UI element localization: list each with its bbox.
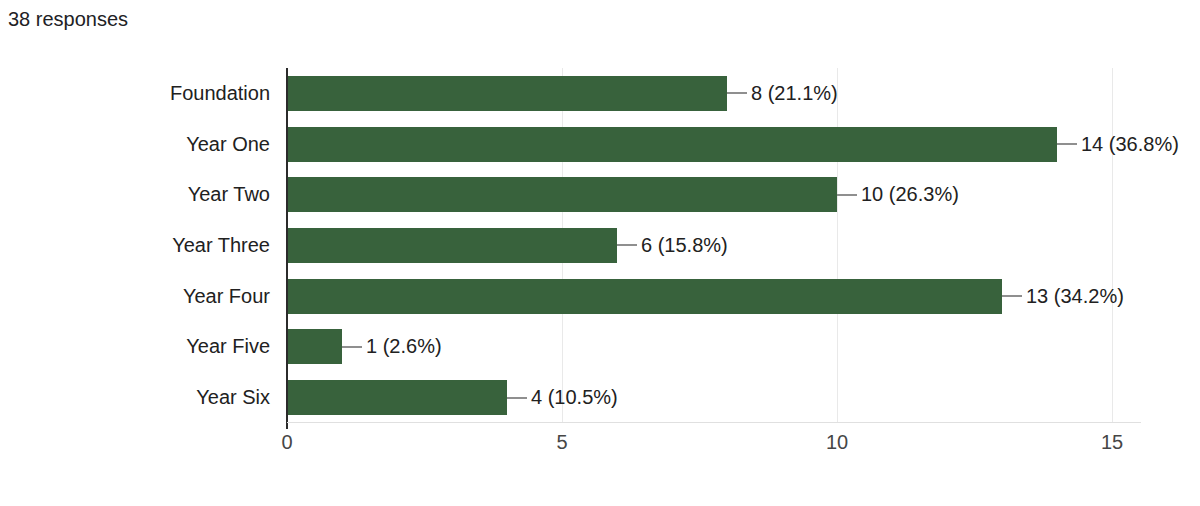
bar-foundation [287,76,727,111]
value-label-text: 1 (2.6%) [366,335,442,358]
bar-year-five [287,329,342,364]
category-label-year-two: Year Two [0,169,270,220]
x-tick-label-10: 10 [797,431,877,454]
value-connector-line [617,244,637,246]
category-label-year-four: Year Four [0,271,270,322]
category-label-year-three: Year Three [0,220,270,271]
category-label-year-five: Year Five [0,322,270,373]
bar-row-year-six: 4 (10.5%) [287,372,1141,423]
value-label-text: 14 (36.8%) [1081,133,1179,156]
plot-area: 8 (21.1%) 14 (36.8%) 10 (26.3%) 6 (15.8%) 13… [287,68,1141,423]
bar-row-year-three: 6 (15.8%) [287,220,1141,271]
bar-row-year-five: 1 (2.6%) [287,322,1141,373]
bar-year-six [287,380,507,415]
category-axis: FoundationYear OneYear TwoYear ThreeYear… [0,68,270,423]
value-label-year-four: 13 (34.2%) [1002,279,1124,314]
x-tick-label-15: 15 [1072,431,1152,454]
value-label-year-one: 14 (36.8%) [1057,127,1179,162]
value-label-text: 13 (34.2%) [1026,285,1124,308]
value-connector-line [342,346,362,348]
x-axis-baseline [287,422,1141,423]
category-label-foundation: Foundation [0,68,270,119]
value-connector-line [507,397,527,399]
bar-row-year-two: 10 (26.3%) [287,169,1141,220]
bar-year-four [287,279,1002,314]
bar-year-two [287,177,837,212]
value-connector-line [837,194,857,196]
value-connector-line [1057,143,1077,145]
value-label-text: 6 (15.8%) [641,234,728,257]
category-label-year-six: Year Six [0,372,270,423]
bar-row-year-one: 14 (36.8%) [287,119,1141,170]
value-label-year-five: 1 (2.6%) [342,329,442,364]
bar-row-foundation: 8 (21.1%) [287,68,1141,119]
x-tick-label-0: 0 [247,431,327,454]
x-tick-label-5: 5 [522,431,602,454]
y-axis-line [286,68,288,429]
value-connector-line [727,92,747,94]
bar-year-three [287,228,617,263]
value-label-year-two: 10 (26.3%) [837,177,959,212]
value-label-year-three: 6 (15.8%) [617,228,728,263]
bar-row-year-four: 13 (34.2%) [287,271,1141,322]
chart-panel: 38 responses FoundationYear OneYear TwoY… [0,0,1200,506]
value-label-text: 10 (26.3%) [861,183,959,206]
bar-year-one [287,127,1057,162]
bar-chart: FoundationYear OneYear TwoYear ThreeYear… [0,0,1200,506]
value-label-year-six: 4 (10.5%) [507,380,618,415]
value-label-text: 8 (21.1%) [751,82,838,105]
value-label-foundation: 8 (21.1%) [727,76,838,111]
value-connector-line [1002,295,1022,297]
value-label-text: 4 (10.5%) [531,386,618,409]
category-label-year-one: Year One [0,119,270,170]
